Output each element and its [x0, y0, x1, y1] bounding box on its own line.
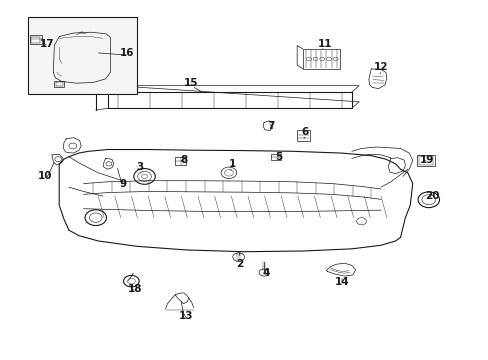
Text: 14: 14	[334, 277, 348, 287]
Text: 19: 19	[419, 155, 434, 165]
Text: 18: 18	[127, 284, 142, 294]
Text: 2: 2	[236, 259, 243, 269]
Text: 10: 10	[37, 171, 52, 181]
Bar	[418, 156, 432, 165]
Bar	[56, 82, 62, 86]
Text: 1: 1	[228, 159, 235, 169]
Text: 5: 5	[274, 152, 282, 162]
Text: 6: 6	[301, 127, 308, 136]
Text: 4: 4	[262, 268, 269, 278]
Bar	[27, 17, 137, 94]
Text: 11: 11	[317, 39, 331, 49]
Text: 17: 17	[40, 39, 54, 49]
Bar	[175, 157, 185, 165]
Bar	[30, 36, 42, 44]
Text: 15: 15	[183, 78, 198, 88]
Text: 8: 8	[180, 155, 187, 165]
Bar	[303, 49, 339, 69]
Bar	[31, 37, 40, 43]
Bar	[297, 130, 309, 140]
Text: 3: 3	[136, 162, 143, 172]
Text: 20: 20	[424, 191, 439, 201]
Text: 16: 16	[120, 48, 135, 58]
Bar	[271, 154, 281, 160]
Text: 13: 13	[179, 311, 193, 321]
Bar	[416, 155, 434, 166]
Bar	[54, 81, 64, 87]
Text: 9: 9	[119, 179, 126, 189]
Text: 12: 12	[373, 62, 387, 72]
Text: 7: 7	[267, 121, 274, 131]
